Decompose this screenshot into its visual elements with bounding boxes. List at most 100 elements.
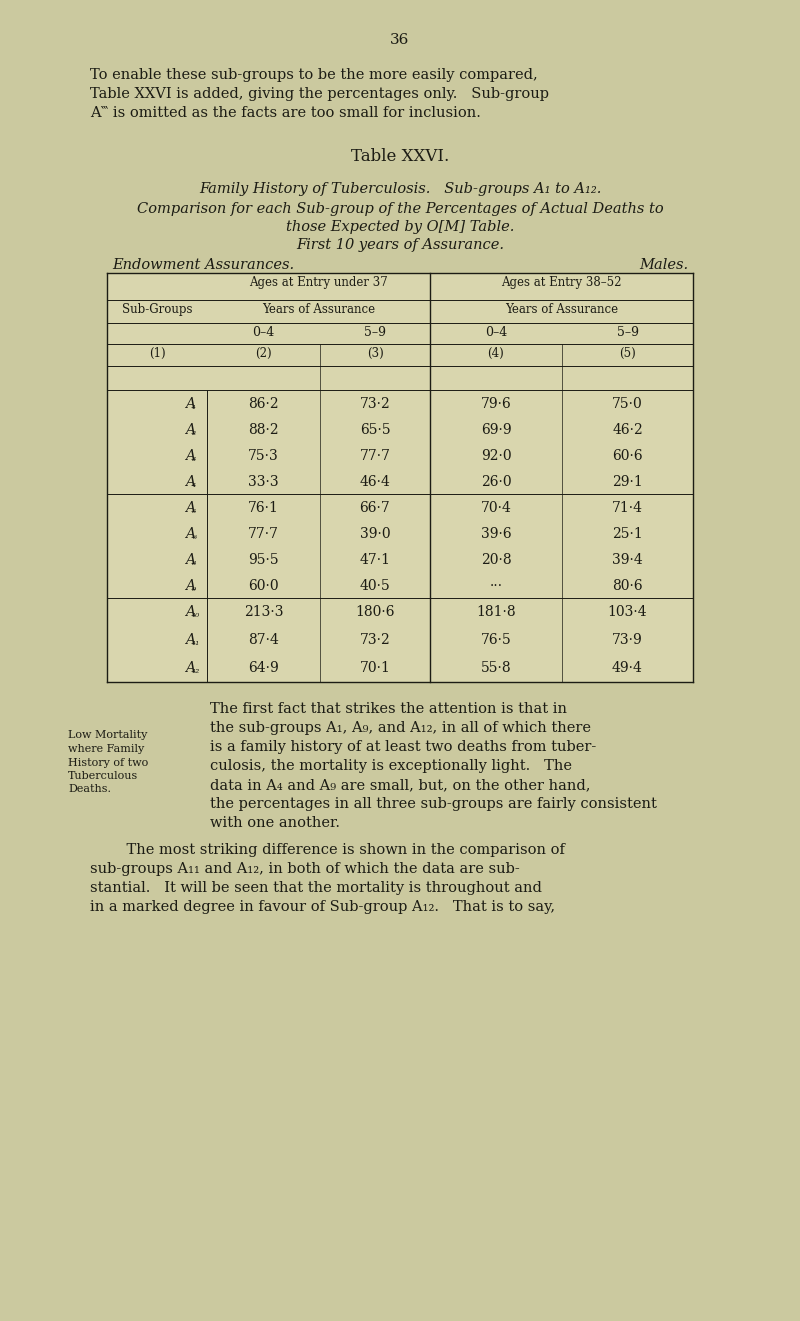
Text: ₁₁: ₁₁ <box>192 638 200 647</box>
Text: Low Mortality: Low Mortality <box>68 731 147 741</box>
Text: Ages at Entry 38–52: Ages at Entry 38–52 <box>502 276 622 289</box>
Text: To enable these sub-groups to be the more easily compared,: To enable these sub-groups to be the mor… <box>90 67 538 82</box>
Text: 29·1: 29·1 <box>612 476 643 489</box>
Text: ₁: ₁ <box>192 402 196 411</box>
Text: 65·5: 65·5 <box>360 423 390 437</box>
Text: ₉: ₉ <box>192 584 196 593</box>
Text: A: A <box>185 527 195 542</box>
Text: ₄: ₄ <box>192 480 196 489</box>
Text: 64·9: 64·9 <box>248 660 279 675</box>
Text: 86·2: 86·2 <box>248 398 279 411</box>
Text: 70·4: 70·4 <box>481 501 511 515</box>
Text: the percentages in all three sub-groups are fairly consistent: the percentages in all three sub-groups … <box>210 797 657 811</box>
Text: 77·7: 77·7 <box>359 449 390 462</box>
Text: The most striking difference is shown in the comparison of: The most striking difference is shown in… <box>108 843 565 857</box>
Text: ···: ··· <box>490 579 502 593</box>
Text: 73·2: 73·2 <box>360 398 390 411</box>
Text: 49·4: 49·4 <box>612 660 643 675</box>
Text: A: A <box>185 605 195 620</box>
Text: A: A <box>185 553 195 567</box>
Text: A: A <box>185 579 195 593</box>
Text: 73·2: 73·2 <box>360 633 390 647</box>
Text: 92·0: 92·0 <box>481 449 511 462</box>
Text: Years of Assurance: Years of Assurance <box>505 303 618 316</box>
Text: culosis, the mortality is exceptionally light.   The: culosis, the mortality is exceptionally … <box>210 760 572 773</box>
Text: 0–4: 0–4 <box>485 326 507 339</box>
Text: A: A <box>185 476 195 489</box>
Text: ₃: ₃ <box>192 454 196 462</box>
Text: (1): (1) <box>149 347 166 361</box>
Text: 80·6: 80·6 <box>612 579 643 593</box>
Text: (5): (5) <box>619 347 636 361</box>
Text: 76·1: 76·1 <box>248 501 279 515</box>
Text: 70·1: 70·1 <box>359 660 390 675</box>
Text: ₆: ₆ <box>192 532 196 542</box>
Text: A: A <box>185 449 195 462</box>
Text: 39·4: 39·4 <box>612 553 643 567</box>
Text: 71·4: 71·4 <box>612 501 643 515</box>
Text: 55·8: 55·8 <box>481 660 511 675</box>
Text: 60·0: 60·0 <box>248 579 279 593</box>
Text: Deaths.: Deaths. <box>68 785 111 794</box>
Text: A: A <box>185 660 195 675</box>
Text: 46·4: 46·4 <box>359 476 390 489</box>
Text: 103·4: 103·4 <box>608 605 647 620</box>
Text: 66·7: 66·7 <box>360 501 390 515</box>
Text: 87·4: 87·4 <box>248 633 279 647</box>
Text: Sub-Groups: Sub-Groups <box>122 303 192 316</box>
Bar <box>107 273 693 682</box>
Text: 20·8: 20·8 <box>481 553 511 567</box>
Text: Comparison for each Sub-group of the Percentages of Actual Deaths to: Comparison for each Sub-group of the Per… <box>137 202 663 217</box>
Text: (4): (4) <box>488 347 504 361</box>
Text: in a marked degree in favour of Sub-group A₁₂.   That is to say,: in a marked degree in favour of Sub-grou… <box>90 900 555 914</box>
Text: Table XXVI.: Table XXVI. <box>351 148 449 165</box>
Text: 33·3: 33·3 <box>248 476 279 489</box>
Text: ₅: ₅ <box>192 506 196 515</box>
Text: 69·9: 69·9 <box>481 423 511 437</box>
Text: A: A <box>185 633 195 647</box>
Text: A‷ is omitted as the facts are too small for inclusion.: A‷ is omitted as the facts are too small… <box>90 106 481 120</box>
Text: (3): (3) <box>366 347 383 361</box>
Text: 39·6: 39·6 <box>481 527 511 542</box>
Text: 95·5: 95·5 <box>248 553 279 567</box>
Text: 47·1: 47·1 <box>359 553 390 567</box>
Text: 36: 36 <box>390 33 410 48</box>
Text: data in A₄ and A₉ are small, but, on the other hand,: data in A₄ and A₉ are small, but, on the… <box>210 778 590 793</box>
Text: 213·3: 213·3 <box>244 605 283 620</box>
Text: ₂: ₂ <box>192 428 196 437</box>
Text: 88·2: 88·2 <box>248 423 279 437</box>
Text: 75·0: 75·0 <box>612 398 643 411</box>
Text: Tuberculous: Tuberculous <box>68 771 138 781</box>
Text: First 10 years of Assurance.: First 10 years of Assurance. <box>296 238 504 252</box>
Text: History of two: History of two <box>68 757 148 768</box>
Text: A: A <box>185 398 195 411</box>
Text: 25·1: 25·1 <box>612 527 643 542</box>
Text: 60·6: 60·6 <box>612 449 643 462</box>
Text: 40·5: 40·5 <box>360 579 390 593</box>
Text: Endowment Assurances.: Endowment Assurances. <box>112 258 294 272</box>
Text: 0–4: 0–4 <box>252 326 274 339</box>
Text: 39·0: 39·0 <box>360 527 390 542</box>
Text: (2): (2) <box>255 347 272 361</box>
Text: 5–9: 5–9 <box>364 326 386 339</box>
Text: those Expected by O[M] Table.: those Expected by O[M] Table. <box>286 221 514 234</box>
Text: Table XXVI is added, giving the percentages only.   Sub-group: Table XXVI is added, giving the percenta… <box>90 87 549 100</box>
Text: stantial.   It will be seen that the mortality is throughout and: stantial. It will be seen that the morta… <box>90 881 542 896</box>
Text: ₈: ₈ <box>192 557 196 567</box>
Text: The first fact that strikes the attention is that in: The first fact that strikes the attentio… <box>210 701 567 716</box>
Text: is a family history of at least two deaths from tuber-: is a family history of at least two deat… <box>210 740 596 754</box>
Text: where Family: where Family <box>68 744 144 754</box>
Text: 79·6: 79·6 <box>481 398 511 411</box>
Text: A: A <box>185 423 195 437</box>
Text: 77·7: 77·7 <box>248 527 279 542</box>
Text: 76·5: 76·5 <box>481 633 511 647</box>
Text: the sub-groups A₁, A₉, and A₁₂, in all of which there: the sub-groups A₁, A₉, and A₁₂, in all o… <box>210 721 591 734</box>
Text: Ages at Entry under 37: Ages at Entry under 37 <box>249 276 388 289</box>
Text: 5–9: 5–9 <box>617 326 638 339</box>
Text: 180·6: 180·6 <box>355 605 394 620</box>
Text: with one another.: with one another. <box>210 816 340 830</box>
Text: 181·8: 181·8 <box>476 605 516 620</box>
Text: Family History of Tuberculosis.   Sub-groups A₁ to A₁₂.: Family History of Tuberculosis. Sub-grou… <box>199 182 601 196</box>
Text: Years of Assurance: Years of Assurance <box>262 303 375 316</box>
Text: A: A <box>185 501 195 515</box>
